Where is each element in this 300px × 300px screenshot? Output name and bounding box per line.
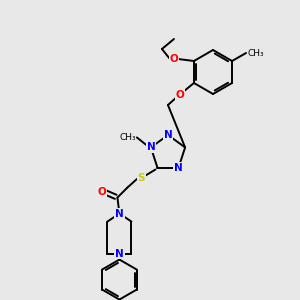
Text: O: O — [169, 54, 178, 64]
Text: O: O — [97, 187, 106, 196]
Text: N: N — [146, 142, 155, 152]
Text: O: O — [169, 54, 178, 64]
Text: CH₃: CH₃ — [247, 49, 264, 58]
Text: O: O — [176, 90, 184, 100]
Text: N: N — [115, 208, 124, 219]
Text: N: N — [146, 142, 155, 152]
Text: S: S — [138, 172, 145, 183]
Text: S: S — [138, 172, 145, 183]
Text: N: N — [115, 249, 124, 259]
Text: N: N — [174, 163, 183, 172]
Text: N: N — [164, 130, 172, 140]
Text: O: O — [176, 90, 184, 100]
Text: N: N — [164, 130, 172, 140]
Text: O: O — [97, 187, 106, 196]
Text: CH₃: CH₃ — [119, 133, 136, 142]
Text: N: N — [115, 208, 124, 219]
Text: N: N — [115, 249, 124, 259]
Text: N: N — [174, 163, 183, 172]
